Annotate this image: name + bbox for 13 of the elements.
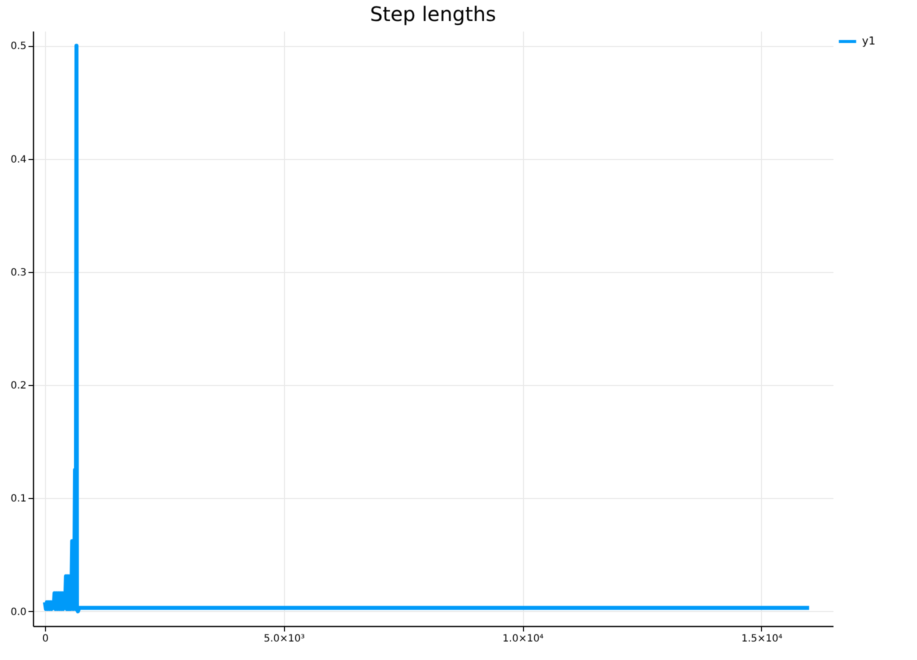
x-tick-label: 1.5×10⁴ <box>741 634 782 644</box>
x-tick-label: 1.0×10⁴ <box>502 634 544 644</box>
x-tick-label: 5.0×10³ <box>264 634 305 644</box>
chart-title: Step lengths <box>370 2 496 26</box>
y-tick-label: 0.0 <box>10 606 26 618</box>
x-tick-label: 0 <box>42 634 49 644</box>
y-tick-label: 0.5 <box>10 41 26 52</box>
line-series <box>42 44 812 614</box>
y-tick-label: 0.2 <box>10 380 26 392</box>
y-tick-label: 0.3 <box>10 267 26 278</box>
y-tick-label: 0.4 <box>10 154 26 166</box>
legend-label: y1 <box>862 34 876 48</box>
y-tick-label: 0.1 <box>10 494 26 505</box>
